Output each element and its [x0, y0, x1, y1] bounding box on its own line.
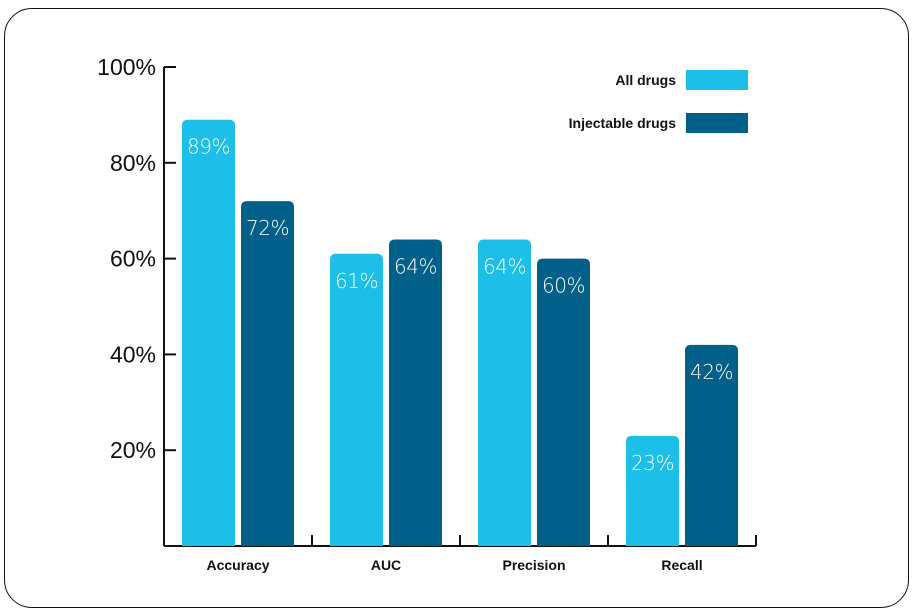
bar-value-label: 72% — [246, 216, 289, 240]
x-tick-label: Precision — [502, 557, 565, 573]
bar-value-label: 64% — [394, 254, 437, 278]
bar-all-drugs — [182, 119, 235, 546]
legend-swatch — [686, 113, 748, 133]
x-tick-label: Accuracy — [206, 557, 269, 573]
legend-swatch — [686, 70, 748, 90]
y-tick-label: 60% — [110, 246, 156, 272]
bar-all-drugs — [330, 253, 383, 546]
bar-value-label: 61% — [335, 269, 378, 293]
x-tick-label: AUC — [371, 557, 401, 573]
bar-injectable-drugs — [537, 258, 590, 546]
bar-injectable-drugs — [389, 239, 442, 546]
legend-label: All drugs — [615, 72, 676, 88]
y-tick-label: 20% — [110, 437, 156, 463]
bar-value-label: 60% — [542, 274, 585, 298]
bar-injectable-drugs — [685, 344, 738, 546]
bar-chart: 20% 40% 60% 80% 100% Accuracy AUC Precision Reca… — [97, 54, 757, 573]
bars: 89% 72% 61% 64% 64% 60% 23% 42% — [182, 119, 738, 546]
y-tick-label: 80% — [110, 150, 156, 176]
legend: All drugs Injectable drugs — [569, 70, 748, 133]
axes: 20% 40% 60% 80% 100% Accuracy AUC Precision Reca… — [97, 54, 757, 573]
x-tick-label: Recall — [661, 557, 702, 573]
bar-injectable-drugs — [241, 201, 294, 546]
bar-value-label: 23% — [631, 451, 674, 475]
bar-all-drugs — [626, 435, 679, 546]
bar-value-label: 64% — [483, 254, 526, 278]
legend-label: Injectable drugs — [569, 115, 677, 131]
y-tick-label: 100% — [97, 54, 156, 80]
bar-value-label: 42% — [690, 360, 733, 384]
bar-value-label: 89% — [187, 135, 230, 159]
y-tick-label: 40% — [110, 341, 156, 367]
bar-all-drugs — [478, 239, 531, 546]
